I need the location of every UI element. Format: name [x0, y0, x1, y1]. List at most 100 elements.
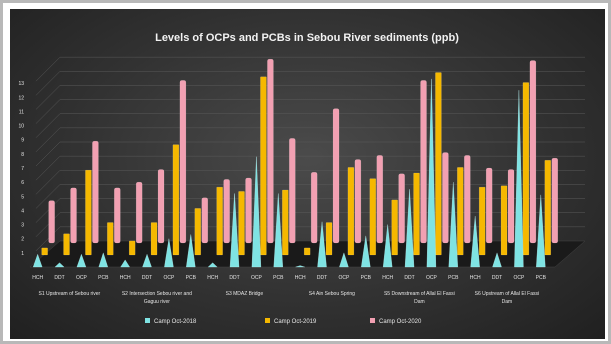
sub-label: HCH: [382, 275, 393, 281]
bar-camp-oct-2020-4-2: [442, 152, 449, 244]
sub-label: DDT: [54, 275, 64, 281]
sub-label: DDT: [229, 275, 239, 281]
bar-camp-oct-2020-5-1: [507, 169, 515, 244]
y-tick-label: 3: [21, 223, 24, 229]
bar-camp-oct-2018-5-2: [514, 90, 524, 268]
bar-camp-oct-2020-3-1: [332, 108, 340, 244]
bar-camp-oct-2020-1-1: [157, 169, 165, 244]
category-label: S1 Upstream of Sebou river: [39, 291, 101, 297]
y-tick-label: 1: [21, 251, 24, 257]
bar-camp-oct-2018-0-3: [98, 252, 108, 268]
y-tick-label: 7: [21, 166, 24, 172]
gridline-side: [35, 113, 61, 138]
sub-label: DDT: [317, 275, 327, 281]
bar-camp-oct-2019-1-3: [194, 208, 201, 256]
gridline-side: [35, 127, 61, 153]
bar-camp-oct-2019-4-3: [457, 167, 464, 256]
chart-svg: Levels of OCPs and PCBs in Sebou River s…: [18, 32, 586, 325]
y-tick-label: 13: [18, 81, 24, 87]
gridline-side: [35, 155, 61, 181]
bar-camp-oct-2018-4-2: [426, 78, 437, 268]
y-tick-label: 4: [21, 208, 24, 214]
sub-label: OCP: [426, 275, 438, 281]
sub-label: PCB: [536, 275, 547, 281]
bar-camp-oct-2020-0-1: [70, 187, 77, 244]
gridline-side: [35, 170, 61, 195]
y-tick-label: 8: [21, 152, 24, 158]
gridline-side: [35, 141, 61, 167]
bar-camp-oct-2020-5-3: [551, 157, 558, 244]
legend-swatch: [145, 318, 150, 323]
category-label: S2 Intersection Sebou river and: [122, 291, 192, 297]
sub-label: OCP: [338, 275, 350, 281]
y-tick-label: 5: [21, 194, 24, 200]
sub-label: PCB: [273, 275, 284, 281]
bar-camp-oct-2018-3-2: [339, 252, 349, 268]
bar-camp-oct-2019-2-0: [216, 186, 223, 256]
category-label: Dam: [414, 299, 425, 305]
sub-label: OCP: [163, 275, 175, 281]
sub-label: OCP: [513, 275, 525, 281]
sub-label: PCB: [361, 275, 372, 281]
bar-camp-oct-2019-5-0: [479, 186, 486, 256]
bar-camp-oct-2019-0-3: [107, 222, 114, 256]
bar-camp-oct-2019-4-1: [413, 172, 420, 256]
y-tick-label: 2: [21, 237, 24, 243]
sub-label: PCB: [448, 275, 459, 281]
bar-camp-oct-2020-3-3: [376, 155, 383, 244]
bar-camp-oct-2019-3-3: [369, 178, 376, 256]
legend-swatch: [370, 318, 375, 323]
sub-label: HCH: [120, 275, 131, 281]
bar-camp-oct-2020-0-2: [92, 141, 99, 244]
legend-label: Camp Oct-2019: [274, 319, 317, 325]
y-tick-label: 9: [21, 138, 24, 144]
sub-label: DDT: [404, 275, 414, 281]
y-tick-label: 6: [21, 180, 24, 186]
gridline-side: [35, 184, 61, 209]
category-label: S5 Downstream of Allal El Fassi: [384, 291, 455, 297]
bar-camp-oct-2019-1-2: [172, 144, 180, 256]
gridline-side: [35, 56, 61, 82]
bar-camp-oct-2019-1-1: [150, 222, 158, 256]
bar-camp-oct-2018-2-2: [251, 156, 262, 268]
bar-camp-oct-2018-2-3: [273, 193, 283, 268]
y-tick-label: 11: [19, 109, 24, 115]
chart-title: Levels of OCPs and PCBs in Sebou River s…: [155, 32, 459, 44]
bar-camp-oct-2020-3-2: [354, 159, 362, 244]
bar-camp-oct-2019-2-1: [238, 191, 245, 256]
sub-label: HCH: [32, 275, 43, 281]
gridline-side: [35, 71, 61, 96]
bar-camp-oct-2019-5-1: [500, 185, 508, 256]
bar-camp-oct-2020-2-0: [223, 179, 230, 244]
bar-camp-oct-2018-1-2: [164, 238, 174, 268]
bar-camp-oct-2018-4-3: [448, 182, 458, 268]
bar-camp-oct-2019-3-2: [347, 167, 355, 256]
bar-camp-oct-2018-3-3: [361, 235, 371, 268]
sub-label: HCH: [470, 275, 481, 281]
gridline-side: [35, 212, 61, 237]
bar-camp-oct-2019-0-0: [41, 247, 48, 256]
bar-camp-oct-2020-0-0: [48, 200, 55, 244]
bar-camp-oct-2020-4-3: [464, 155, 471, 244]
bar-camp-oct-2018-0-1: [54, 262, 65, 268]
sub-label: DDT: [492, 275, 502, 281]
legend-label: Camp Oct-2018: [154, 319, 197, 325]
bar-camp-oct-2019-3-0: [304, 247, 311, 256]
sub-label: PCB: [98, 275, 109, 281]
y-tick-label: 12: [18, 95, 24, 101]
bar-camp-oct-2019-3-1: [325, 222, 333, 256]
bar-camp-oct-2020-1-0: [136, 182, 143, 244]
sub-label: OCP: [251, 275, 263, 281]
category-label: S6 Upstream of Allal El Fassi: [475, 291, 539, 297]
bar-camp-oct-2019-5-3: [544, 160, 551, 256]
bar-camp-oct-2020-5-0: [486, 167, 493, 244]
category-label: Gaguu river: [144, 299, 170, 305]
gridline-side: [35, 198, 61, 223]
bar-camp-oct-2019-2-3: [282, 189, 289, 256]
sub-label: PCB: [186, 275, 197, 281]
bar-camp-oct-2018-1-3: [186, 234, 196, 268]
gridline-side: [35, 99, 61, 124]
bar-camp-oct-2019-0-2: [85, 169, 92, 256]
y-tick-label: 10: [18, 124, 24, 130]
